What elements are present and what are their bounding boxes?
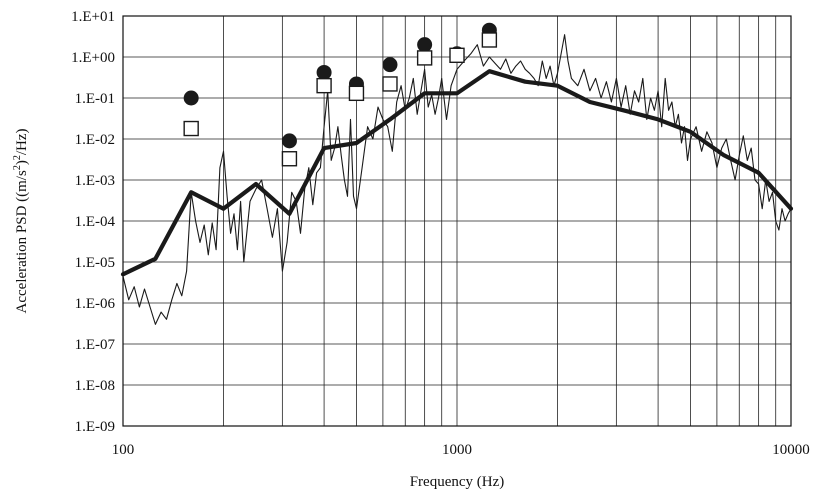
data-point-square: [183, 120, 199, 137]
y-axis-title-part: ): [14, 160, 30, 165]
y-tick-label: 1.E-01: [75, 91, 115, 107]
data-point-circle: [316, 64, 332, 80]
y-axis-title: Acceleration PSD ((m/s2)2/Hz): [12, 129, 30, 314]
data-point-square: [348, 85, 365, 102]
y-axis-title-part: /Hz): [14, 129, 30, 156]
y-tick-label: 1.E-07: [75, 337, 116, 353]
plot-area: [120, 22, 794, 325]
y-axis-title-part: Acceleration PSD ((m/s: [14, 170, 30, 313]
y-tick-label: 1.E-09: [75, 419, 115, 435]
data-point-square: [316, 77, 332, 94]
x-tick-label: 1000: [442, 442, 472, 458]
y-tick-label: 1.E+00: [71, 50, 115, 66]
x-tick-label: 10000: [772, 442, 810, 458]
x-tick-label: 100: [112, 442, 135, 458]
y-tick-labels: 1.E+01 1.E+00 1.E-01 1.E-02 1.E-03 1.E-04 1.E-…: [71, 9, 115, 435]
data-point-circle: [382, 57, 398, 73]
y-tick-label: 1.E-04: [75, 214, 116, 230]
series-band-average-line: [120, 69, 794, 277]
data-point-square: [481, 32, 498, 48]
plot-frame: [122, 15, 792, 427]
data-point-circle: [183, 90, 199, 106]
y-axis-title-sup: 2: [12, 155, 23, 160]
y-tick-label: 1.E-03: [75, 173, 115, 189]
data-point-square: [449, 47, 465, 64]
y-tick-label: 1.E-06: [75, 296, 116, 312]
x-tick-labels: 100 1000 10000: [112, 442, 810, 458]
y-tick-label: 1.E+01: [71, 9, 115, 25]
y-tick-label: 1.E-05: [75, 255, 115, 271]
grid: [123, 16, 791, 426]
y-axis-title-sup: 2: [12, 165, 23, 170]
data-point-square: [281, 151, 298, 167]
y-tick-label: 1.E-08: [75, 378, 115, 394]
y-tick-label: 1.E-02: [75, 132, 115, 148]
data-point-circle: [281, 133, 297, 149]
data-point-circle: [417, 37, 433, 53]
series-narrowband-line: [122, 34, 792, 325]
data-point-square: [416, 50, 433, 66]
data-point-square: [382, 76, 398, 92]
x-axis-title: Frequency (Hz): [410, 474, 505, 490]
